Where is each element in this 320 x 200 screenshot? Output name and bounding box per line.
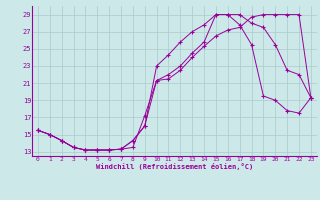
X-axis label: Windchill (Refroidissement éolien,°C): Windchill (Refroidissement éolien,°C) [96,163,253,170]
